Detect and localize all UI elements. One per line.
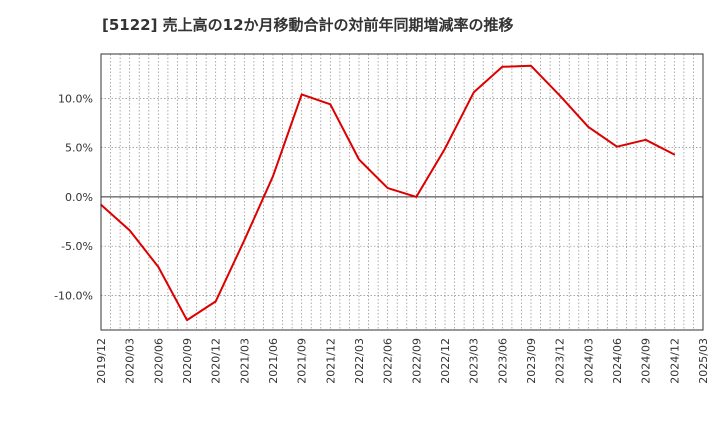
x-tick-label: 2022/06	[382, 338, 395, 384]
y-tick-label: -10.0%	[54, 290, 93, 303]
data-point	[329, 103, 332, 106]
x-tick-label: 2024/03	[582, 338, 595, 384]
x-tick-label: 2022/12	[439, 338, 452, 384]
data-point	[214, 300, 217, 303]
y-axis-tick-labels: 10.0% 5.0% 0.0% -5.0% -10.0%	[54, 92, 93, 302]
data-point	[386, 187, 389, 189]
y-tick-label: -5.0%	[61, 240, 93, 253]
x-tick-label: 2024/06	[611, 338, 624, 384]
data-point	[128, 229, 131, 232]
data-point	[558, 94, 561, 97]
x-tick-label: 2024/09	[640, 338, 653, 384]
x-tick-label: 2024/12	[668, 338, 681, 384]
plot-frame	[100, 53, 704, 331]
data-point	[157, 266, 160, 268]
x-axis-tick-labels: 2019/12 2020/03 2020/06 2020/09 2020/12 2021/…	[95, 338, 710, 384]
horizontal-gridlines	[101, 98, 703, 296]
x-tick-label: 2021/09	[296, 338, 309, 384]
y-tick-label: 0.0%	[65, 191, 93, 204]
data-point	[272, 175, 274, 177]
data-point	[673, 153, 676, 156]
x-tick-label: 2020/09	[181, 338, 194, 384]
x-tick-label: 2023/09	[525, 338, 538, 384]
data-point	[530, 65, 532, 67]
x-tick-label: 2021/03	[238, 338, 251, 384]
x-tick-label: 2020/12	[210, 338, 223, 384]
data-point	[644, 139, 647, 141]
x-tick-label: 2022/03	[353, 338, 366, 384]
y-tick-label: 10.0%	[58, 92, 93, 105]
data-point	[243, 239, 246, 242]
x-tick-label: 2019/12	[95, 338, 108, 384]
x-tick-label: 2023/03	[468, 338, 481, 384]
data-point	[300, 93, 303, 96]
y-tick-label: 5.0%	[65, 142, 93, 155]
x-tick-label: 2020/03	[124, 338, 137, 384]
x-tick-label: 2021/06	[267, 338, 280, 384]
data-point	[616, 145, 618, 148]
data-point	[186, 319, 188, 321]
data-point	[415, 196, 418, 198]
series-lines	[100, 64, 676, 322]
x-tick-label: 2022/09	[410, 338, 423, 384]
x-tick-label: 2023/06	[496, 338, 509, 384]
x-tick-label: 2021/12	[324, 338, 337, 384]
data-point	[501, 66, 504, 68]
data-point	[587, 126, 590, 128]
x-tick-label: 2020/06	[152, 338, 165, 384]
chart-title: [5122] 売上高の12か月移動合計の対前年同期増減率の推移	[102, 16, 514, 34]
data-point	[358, 158, 360, 161]
x-tick-label: 2025/03	[697, 338, 710, 384]
data-point	[444, 147, 446, 150]
vertical-gridlines	[110, 54, 694, 330]
data-point	[472, 91, 475, 94]
x-tick-label: 2023/12	[554, 338, 567, 384]
